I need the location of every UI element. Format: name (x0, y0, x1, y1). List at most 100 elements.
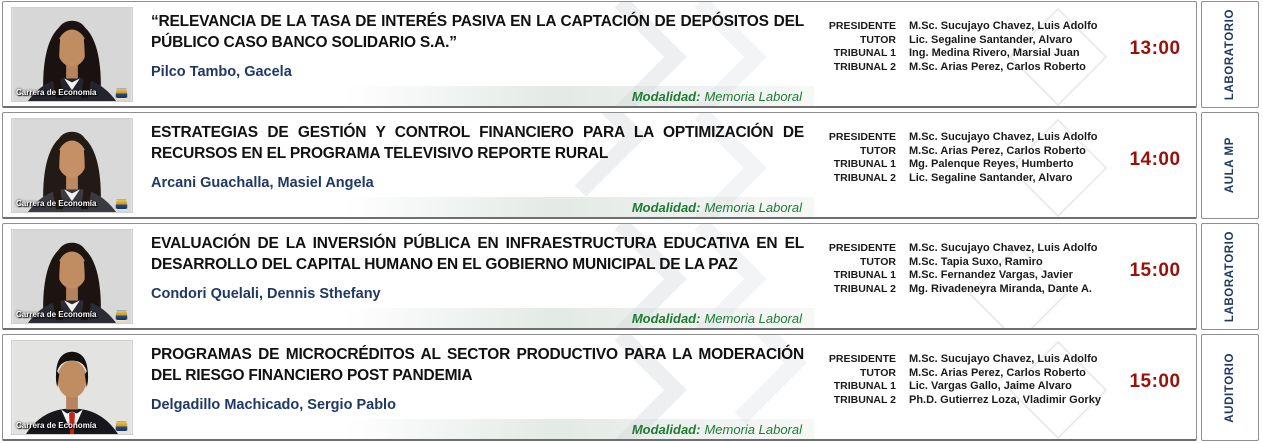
jury-role: TUTOR (860, 366, 896, 379)
portrait-female-image (12, 8, 132, 101)
thesis-title: ESTRATEGIAS DE GESTIÓN Y CONTROL FINANCI… (151, 124, 804, 162)
defense-row: Carrera de Economía ESTRATEGIAS DE GESTI… (2, 112, 1259, 219)
jury-role: PRESIDENTE (828, 242, 896, 254)
jury-role: TRIBUNAL 2 (833, 393, 896, 406)
room-cell: LABORATORIO (1201, 223, 1259, 330)
jury-name: M.Sc. Arias Perez, Carlos Roberto (909, 144, 1086, 157)
room-label: LABORATORIO (1224, 8, 1236, 101)
jury-name: Ing. Medina Rivero, Marsial Juan (909, 47, 1080, 59)
room-cell: AULA MP (1201, 112, 1259, 219)
jury-role: TRIBUNAL 1 (833, 269, 896, 281)
student-photo: Carrera de Economía (11, 7, 133, 102)
defense-card: Carrera de Economía PROGRAMAS DE MICROCR… (2, 334, 1197, 441)
modalidad-label: Modalidad: (631, 89, 701, 104)
jury-name: Lic. Segaline Santander, Alvaro (909, 33, 1073, 46)
photo-caption: Carrera de Economía (14, 309, 130, 321)
student-photo: Carrera de Economía (11, 229, 133, 324)
modalidad-label: Modalidad: (631, 422, 701, 437)
jury-row: TUTOR M.Sc. Tapia Suxo, Ramiro (814, 256, 1114, 270)
thesis-title: EVALUACIÓN DE LA INVERSIÓN PÚBLICA EN IN… (151, 235, 804, 273)
student-name: Condori Quelali, Dennis Sthefany (151, 286, 381, 302)
student-name: Pilco Tambo, Gacela (151, 64, 292, 80)
modalidad-value: Memoria Laboral (704, 89, 802, 104)
student-name: Delgadillo Machicado, Sergio Pablo (151, 397, 396, 413)
jury-row: TRIBUNAL 2 Mg. Rivadeneyra Miranda, Dant… (814, 283, 1114, 297)
jury-panel: PRESIDENTE M.Sc. Sucujayo Chavez, Luis A… (814, 224, 1114, 328)
room-cell: AUDITORIO (1201, 334, 1259, 441)
jury-row: PRESIDENTE M.Sc. Sucujayo Chavez, Luis A… (814, 131, 1114, 145)
defense-row: Carrera de Economía “RELEVANCIA DE LA TA… (2, 1, 1259, 108)
jury-row: TRIBUNAL 1 Lic. Vargas Gallo, Jaime Alva… (814, 380, 1114, 394)
jury-row: TRIBUNAL 2 Ph.D. Gutierrez Loza, Vladimi… (814, 394, 1114, 408)
thesis-info: EVALUACIÓN DE LA INVERSIÓN PÚBLICA EN IN… (141, 224, 814, 328)
modalidad-line: Modalidad: Memoria Laboral (632, 422, 802, 437)
photo-caption: Carrera de Economía (14, 87, 130, 99)
defense-time: 14:00 (1129, 149, 1181, 170)
modalidad-value: Memoria Laboral (704, 311, 802, 326)
jury-name: M.Sc. Tapia Suxo, Ramiro (909, 255, 1043, 268)
defense-card: Carrera de Economía ESTRATEGIAS DE GESTI… (2, 112, 1197, 219)
portrait-male-image (12, 341, 132, 434)
room-label: AULA MP (1224, 137, 1236, 194)
defense-row: Carrera de Economía PROGRAMAS DE MICROCR… (2, 334, 1259, 441)
university-logo-icon (115, 309, 128, 321)
defense-row: Carrera de Economía EVALUACIÓN DE LA INV… (2, 223, 1259, 330)
modalidad-value: Memoria Laboral (704, 200, 802, 215)
jury-role: TUTOR (860, 144, 896, 157)
defense-time: 13:00 (1129, 38, 1181, 59)
bottom-gradient-band (342, 419, 814, 439)
jury-row: TRIBUNAL 2 Lic. Segaline Santander, Alva… (814, 172, 1114, 186)
jury-role: TUTOR (860, 255, 896, 268)
photo-caption-text: Carrera de Economía (16, 199, 97, 208)
photo-caption-text: Carrera de Economía (16, 421, 97, 430)
jury-row: PRESIDENTE M.Sc. Sucujayo Chavez, Luis A… (814, 20, 1114, 34)
bottom-gradient-band (342, 86, 814, 106)
thesis-info: “RELEVANCIA DE LA TASA DE INTERÉS PASIVA… (141, 2, 814, 106)
jury-role: TUTOR (860, 33, 896, 46)
jury-role: PRESIDENTE (828, 131, 896, 143)
modalidad-value: Memoria Laboral (704, 422, 802, 437)
jury-name: Lic. Segaline Santander, Alvaro (909, 171, 1073, 184)
defense-card: Carrera de Economía EVALUACIÓN DE LA INV… (2, 223, 1197, 330)
university-logo-icon (115, 198, 128, 210)
modalidad-label: Modalidad: (631, 311, 701, 326)
jury-name: M.Sc. Sucujayo Chavez, Luis Adolfo (909, 131, 1098, 143)
modalidad-label: Modalidad: (631, 200, 701, 215)
jury-role: TRIBUNAL 2 (833, 60, 896, 73)
jury-panel: PRESIDENTE M.Sc. Sucujayo Chavez, Luis A… (814, 113, 1114, 217)
university-logo-icon (115, 420, 128, 432)
jury-name: Lic. Vargas Gallo, Jaime Alvaro (909, 380, 1072, 392)
jury-name: M.Sc. Sucujayo Chavez, Luis Adolfo (909, 242, 1098, 254)
room-label: LABORATORIO (1224, 230, 1236, 323)
photo-caption: Carrera de Economía (14, 420, 130, 432)
jury-role: TRIBUNAL 2 (833, 171, 896, 184)
jury-row: TUTOR M.Sc. Arias Perez, Carlos Roberto (814, 145, 1114, 159)
photo-caption: Carrera de Economía (14, 198, 130, 210)
defense-time: 15:00 (1129, 260, 1181, 281)
modalidad-line: Modalidad: Memoria Laboral (632, 200, 802, 215)
jury-name: Mg. Palenque Reyes, Humberto (909, 158, 1074, 170)
jury-panel: PRESIDENTE M.Sc. Sucujayo Chavez, Luis A… (814, 335, 1114, 439)
bottom-gradient-band (342, 197, 814, 217)
jury-name: M.Sc. Fernandez Vargas, Javier (909, 269, 1073, 281)
jury-row: TRIBUNAL 1 M.Sc. Fernandez Vargas, Javie… (814, 269, 1114, 283)
jury-name: M.Sc. Arias Perez, Carlos Roberto (909, 60, 1086, 73)
jury-name: M.Sc. Sucujayo Chavez, Luis Adolfo (909, 20, 1098, 32)
jury-panel: PRESIDENTE M.Sc. Sucujayo Chavez, Luis A… (814, 2, 1114, 106)
jury-name: M.Sc. Sucujayo Chavez, Luis Adolfo (909, 353, 1098, 365)
jury-row: TRIBUNAL 1 Mg. Palenque Reyes, Humberto (814, 158, 1114, 172)
room-cell: LABORATORIO (1201, 1, 1259, 108)
jury-role: TRIBUNAL 2 (833, 282, 896, 295)
room-label: AUDITORIO (1224, 352, 1236, 423)
photo-caption-text: Carrera de Economía (16, 88, 97, 97)
photo-caption-text: Carrera de Economía (16, 310, 97, 319)
jury-row: PRESIDENTE M.Sc. Sucujayo Chavez, Luis A… (814, 242, 1114, 256)
jury-role: TRIBUNAL 1 (833, 158, 896, 170)
jury-role: TRIBUNAL 1 (833, 47, 896, 59)
jury-role: PRESIDENTE (828, 353, 896, 365)
thesis-title: PROGRAMAS DE MICROCRÉDITOS AL SECTOR PRO… (151, 346, 804, 384)
jury-row: TUTOR Lic. Segaline Santander, Alvaro (814, 34, 1114, 48)
jury-role: PRESIDENTE (828, 20, 896, 32)
student-photo: Carrera de Economía (11, 340, 133, 435)
defense-time: 15:00 (1129, 371, 1181, 392)
